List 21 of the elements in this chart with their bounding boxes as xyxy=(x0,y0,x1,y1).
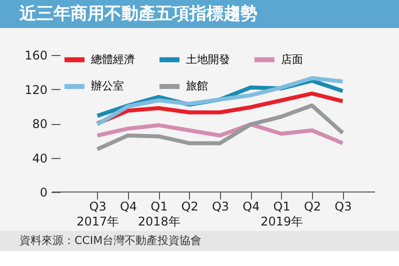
y-tick-label: 80 xyxy=(32,117,48,131)
x-tick-label: Q2 xyxy=(181,200,198,214)
legend-label: 辦公室 xyxy=(91,80,124,92)
legend-label: 旅館 xyxy=(186,80,208,92)
x-tick-label: Q3 xyxy=(212,200,230,214)
x-tick-label: Q1 2018年 xyxy=(138,200,180,228)
x-tick-label: Q1 2019年 xyxy=(260,200,304,228)
x-tick-label: Q4 xyxy=(242,200,260,214)
x-tick-label: Q3 2017年 xyxy=(76,200,120,228)
legend-label: 店面 xyxy=(281,52,303,66)
legend-label: 土地開發 xyxy=(186,52,230,66)
x-tick-label: Q3 xyxy=(334,200,352,214)
y-tick-label: 40 xyxy=(32,151,48,166)
x-tick-label: Q2 xyxy=(304,200,322,214)
y-tick-label: 0 xyxy=(40,186,48,200)
legend-label: 總體經濟 xyxy=(90,52,135,66)
x-tick-label: Q4 xyxy=(120,200,138,214)
y-tick-label: 120 xyxy=(24,82,48,97)
y-tick-label: 160 xyxy=(24,48,48,62)
source-note: 資料來源：CCIM台灣不動產投資協會 xyxy=(20,234,202,247)
chart-title: 近三年商用不動產五項指標趨勢 xyxy=(18,4,258,24)
